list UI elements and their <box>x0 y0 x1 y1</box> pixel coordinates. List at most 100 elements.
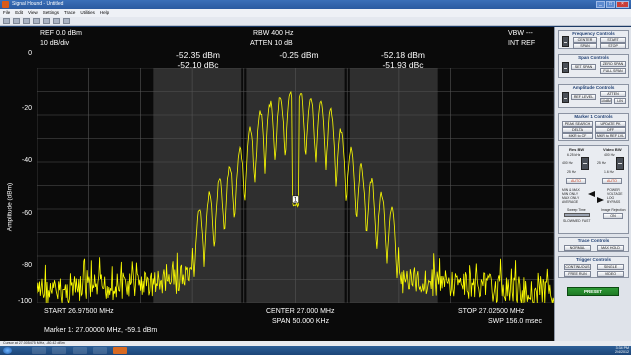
frequency-controls-title: Frequency Controls <box>572 31 615 36</box>
center-button[interactable]: CENTER <box>573 37 597 43</box>
menu-help[interactable]: Help <box>99 10 110 15</box>
app-icon <box>2 1 9 8</box>
help-icon[interactable] <box>63 18 70 24</box>
start-button[interactable] <box>3 347 12 354</box>
marker-off-button[interactable]: OFF <box>595 127 626 133</box>
amplitude-knob[interactable] <box>562 92 569 103</box>
log-scale-button[interactable]: 10dB/d <box>600 98 612 104</box>
sweep-speed-label: MED <box>573 219 581 223</box>
trigger-free-run-button[interactable]: FREE RUN <box>564 271 591 277</box>
set-span-button[interactable]: SET SPAN <box>571 64 596 70</box>
band-center-power: -0.25 dBm <box>279 50 319 60</box>
vbw-label: VBW --- <box>508 30 533 37</box>
span-label: SPAN 50.000 KHz <box>272 318 330 325</box>
update-peak-button[interactable]: UPDATE PK <box>595 121 626 127</box>
menu-edit[interactable]: Edit <box>15 10 24 15</box>
video-mode-option[interactable]: VOLTAGE <box>607 192 623 196</box>
trigger-continuous-button[interactable]: CONTINUOUS <box>564 264 591 270</box>
preset-button[interactable]: PRESET <box>567 287 619 296</box>
menu-utilities[interactable]: Utilities <box>80 10 95 15</box>
close-button[interactable]: × <box>616 1 629 8</box>
video-bw-value: 1.6 Hz <box>604 170 614 174</box>
span-knob[interactable] <box>562 62 569 73</box>
maximize-button[interactable]: □ <box>606 1 615 8</box>
trigger-controls: Trigger Controls CONTINUOUS SINGLE FREE … <box>558 256 629 278</box>
spectrum-display[interactable]: REF 0.0 dBm 10 dB/div RBW 400 Hz ATTEN 1… <box>0 27 554 341</box>
video-bw-auto-button[interactable]: AUTO <box>602 178 622 184</box>
stop-button[interactable]: STOP <box>600 43 626 49</box>
atten-button[interactable]: ATTEN <box>600 91 626 97</box>
menu-settings[interactable]: Settings <box>42 10 59 15</box>
trace-controls: Trace Controls NORMAL MAX HOLD <box>558 237 629 252</box>
res-bw-value: 25 Hz <box>567 170 576 174</box>
res-bw-auto-button[interactable]: AUTO <box>566 178 586 184</box>
menu-trace[interactable]: Trace <box>63 10 76 15</box>
sweep-time-title: Sweep Time <box>567 208 586 212</box>
span-controls: Span Controls SET SPAN ZERO SPAN FULL SP… <box>558 54 629 78</box>
ref-level-button[interactable]: REF LEVEL <box>571 94 596 100</box>
menu-bar: File Edit View Settings Trace Utilities … <box>0 9 631 17</box>
trigger-video-button[interactable]: VIDEO <box>597 271 624 277</box>
detector-option[interactable]: AVERAGE <box>562 200 579 204</box>
taskbar-media-icon[interactable] <box>73 347 87 354</box>
span-button[interactable]: SPAN <box>573 43 597 49</box>
title-bar: Signal Hound - Untitled _ □ × <box>0 0 631 9</box>
full-span-button[interactable]: FULL SPAN <box>600 68 626 74</box>
sweep-time-slider[interactable] <box>564 213 590 217</box>
open-folder-icon[interactable] <box>13 18 20 24</box>
image-rejection-toggle[interactable]: ON <box>603 213 623 219</box>
detector-arrow-icon <box>588 191 595 197</box>
marker-to-cf-button[interactable]: MKR to CF <box>562 133 593 139</box>
detector-option[interactable]: MIN & MAX <box>562 188 580 192</box>
video-mode-option[interactable]: POWER <box>607 188 620 192</box>
marker-to-ref-button[interactable]: MKR to REF LVL <box>595 133 626 139</box>
video-mode-option[interactable]: LOG <box>607 196 615 200</box>
taskbar-ie-icon[interactable] <box>32 347 46 354</box>
video-bw-knob[interactable] <box>616 157 624 170</box>
trigger-single-button[interactable]: SINGLE <box>597 264 624 270</box>
grid-icon[interactable] <box>33 18 40 24</box>
detector-option[interactable]: MAX ONLY <box>562 196 580 200</box>
detector-option[interactable]: MIN ONLY <box>562 192 579 196</box>
trace-normal-button[interactable]: NORMAL <box>564 245 591 251</box>
amplitude-controls: Amplitude Controls REF LEVEL ATTEN 10dB/… <box>558 84 629 108</box>
start-button[interactable]: START <box>600 37 626 43</box>
spectrum-plot: 1 <box>37 68 554 303</box>
lin-scale-button[interactable]: LIN <box>614 98 626 104</box>
peak-search-button[interactable]: PEAK SEARCH <box>562 121 593 127</box>
taskbar-folder-icon[interactable] <box>52 347 66 354</box>
system-tray-clock: 3:34 PM 2/4/2012 <box>615 346 629 354</box>
zero-span-button[interactable]: ZERO SPAN <box>600 61 626 67</box>
frequency-knob[interactable] <box>562 36 569 47</box>
res-bw-value: 400 Hz <box>562 161 573 165</box>
res-bw-value: 6.25 kHz <box>567 153 581 157</box>
print-icon[interactable] <box>53 18 60 24</box>
taskbar-app-icon[interactable] <box>93 347 107 354</box>
res-bw-title: Res BW <box>569 147 585 152</box>
bandwidth-controls: Res BW Video BW 6.25 kHz 400 Hz 25 Hz 40… <box>558 145 629 234</box>
y-tick: -40 <box>21 157 32 164</box>
control-panel: Frequency Controls CENTER START SPAN STO… <box>554 27 631 341</box>
rbw-label: RBW 400 Hz <box>253 30 294 37</box>
delta-button[interactable]: DELTA <box>562 127 593 133</box>
atten-label: ATTEN 10 dB <box>250 40 293 47</box>
marker-controls: Marker 1 Controls PEAK SEARCH UPDATE PK … <box>558 113 629 141</box>
trace-max-hold-button[interactable]: MAX HOLD <box>597 245 624 251</box>
settings-icon[interactable] <box>43 18 50 24</box>
minimize-button[interactable]: _ <box>596 1 605 8</box>
window-title: Signal Hound - Untitled <box>12 1 64 7</box>
new-file-icon[interactable] <box>3 18 10 24</box>
save-icon[interactable] <box>23 18 30 24</box>
menu-file[interactable]: File <box>3 10 11 15</box>
taskbar: 3:34 PM 2/4/2012 <box>0 346 631 355</box>
taskbar-signal-hound-icon[interactable] <box>113 347 127 354</box>
image-rejection-title: Image Rejection <box>601 208 626 212</box>
sweep-speed-label: FAST <box>582 219 591 223</box>
res-bw-knob[interactable] <box>581 157 589 170</box>
start-freq-label: START 26.97500 MHz <box>44 308 114 315</box>
video-bw-value: 400 Hz <box>604 153 615 157</box>
y-tick: -80 <box>21 262 32 269</box>
video-mode-option[interactable]: BYPASS <box>607 200 621 204</box>
menu-view[interactable]: View <box>28 10 38 15</box>
y-tick: -100 <box>17 298 32 305</box>
